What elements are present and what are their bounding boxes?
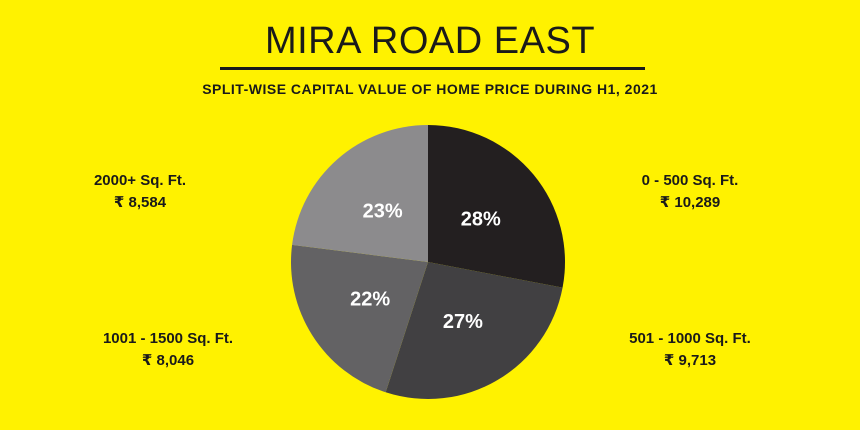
legend-slice-1: 501 - 1000 Sq. Ft. ₹ 9,713 [580, 328, 800, 372]
legend-price-2: ₹ 8,046 [141, 352, 195, 369]
pie-slice-3 [292, 125, 428, 262]
legend-category-3: 2000+ Sq. Ft. [93, 172, 187, 189]
pie-slice-1 [385, 262, 563, 399]
legend-price-3: ₹ 8,584 [113, 194, 167, 211]
slice-label-1: 27% [443, 311, 483, 333]
slice-label-0: 28% [461, 208, 501, 230]
title-underline [220, 67, 645, 70]
slice-label-2: 22% [350, 289, 390, 311]
pie-slice-2 [291, 244, 428, 393]
legend-category-1: 501 - 1000 Sq. Ft. [629, 330, 751, 347]
legend-category-0: 0 - 500 Sq. Ft. [641, 172, 739, 189]
legend-slice-0: 0 - 500 Sq. Ft. ₹ 10,289 [580, 170, 800, 214]
legend-category-2: 1001 - 1500 Sq. Ft. [102, 330, 234, 347]
chart-title: MIRA ROAD EAST [264, 20, 596, 62]
legend-slice-2: 1001 - 1500 Sq. Ft. ₹ 8,046 [58, 328, 278, 372]
pie-slice-0 [428, 125, 565, 288]
slice-label-3: 23% [363, 201, 403, 223]
legend-price-0: ₹ 10,289 [659, 194, 721, 211]
chart-subtitle: SPLIT-WISE CAPITAL VALUE OF HOME PRICE D… [202, 81, 658, 97]
legend-slice-3: 2000+ Sq. Ft. ₹ 8,584 [30, 170, 250, 214]
legend-price-1: ₹ 9,713 [663, 352, 717, 369]
